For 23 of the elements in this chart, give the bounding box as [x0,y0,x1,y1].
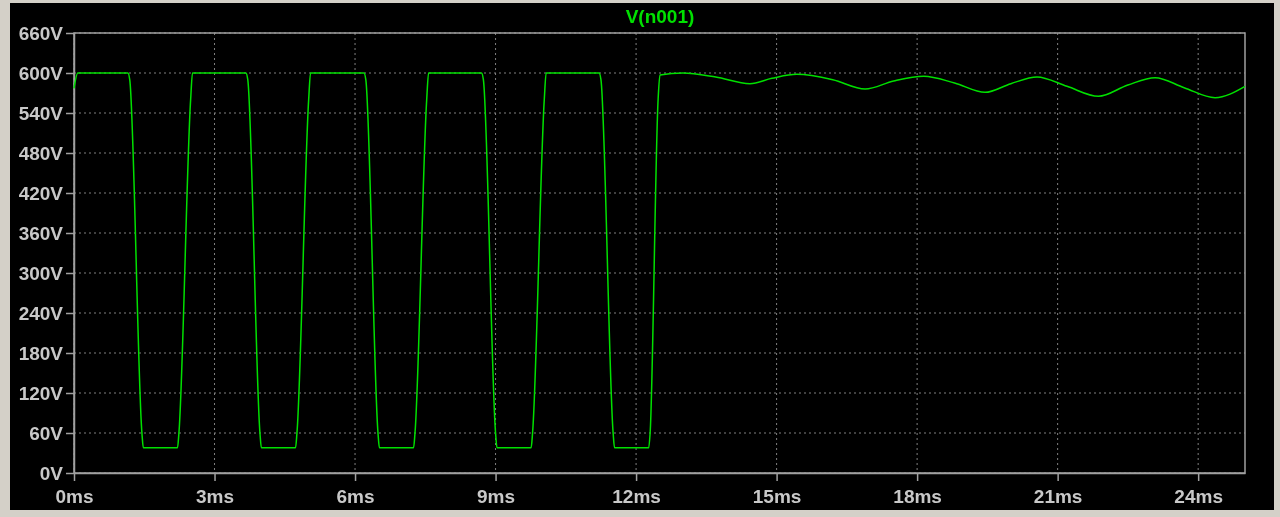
x-tick-label: 15ms [752,486,802,507]
y-tick-label: 0V [39,463,64,485]
x-tick-label: 24ms [1174,486,1223,507]
x-tick-label: 12ms [612,486,661,507]
chart-title: V(n001) [625,6,695,27]
x-tick-label: 3ms [196,486,235,507]
y-tick-label: 60V [29,423,64,445]
y-tick-label: 600V [18,63,64,85]
y-tick-label: 300V [18,263,64,285]
x-tick-label: 21ms [1033,486,1083,507]
x-tick-label: 6ms [336,486,375,507]
y-tick-label: 480V [18,143,64,165]
x-tick-label: 0ms [55,486,94,507]
y-tick-label: 120V [18,383,64,405]
x-tick-label: 18ms [893,486,942,507]
y-tick-label: 180V [18,343,64,365]
y-tick-label: 240V [18,303,64,325]
x-tick-label: 9ms [477,486,516,507]
line-series [73,72,1246,449]
y-tick-label: 540V [18,103,64,125]
y-tick-label: 420V [18,183,64,205]
y-tick-label: 360V [18,223,64,245]
y-tick-label: 660V [18,23,64,45]
